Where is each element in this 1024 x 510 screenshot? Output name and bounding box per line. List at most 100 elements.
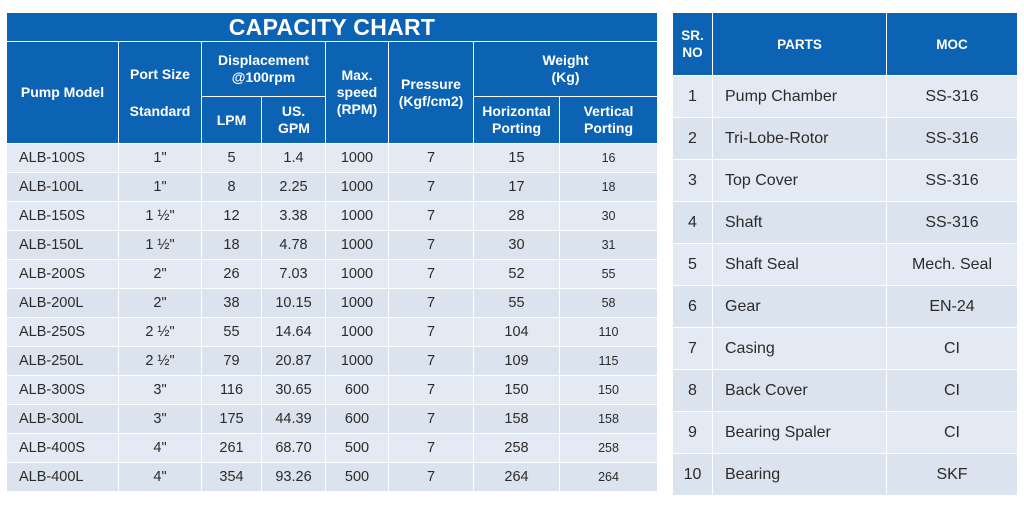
cell-sr-no: 10 xyxy=(672,453,713,496)
cell-moc: CI xyxy=(886,369,1018,412)
cell-port: 3" xyxy=(118,404,202,434)
table-row: 10 Bearing SKF xyxy=(672,453,1018,496)
cell-sr-no: 2 xyxy=(672,117,713,160)
header-horizontal-porting: Horizontal Porting xyxy=(473,96,560,144)
cell-model: ALB-100L xyxy=(6,172,119,202)
cell-port: 1 ½" xyxy=(118,201,202,231)
header-vertical-porting: Vertical Porting xyxy=(558,96,659,144)
table-row: 1 Pump Chamber SS-316 xyxy=(672,75,1018,118)
header-pump-model: Pump Model xyxy=(6,41,119,144)
cell-vertical: 31 xyxy=(558,230,659,260)
cell-pressure: 7 xyxy=(388,462,474,492)
cell-lpm: 116 xyxy=(201,375,262,405)
cell-gpm: 1.4 xyxy=(261,143,326,173)
cell-part: Pump Chamber xyxy=(712,75,887,118)
cell-speed: 1000 xyxy=(325,346,389,376)
cell-lpm: 38 xyxy=(201,288,262,318)
cell-vertical: 30 xyxy=(558,201,659,231)
cell-horizontal: 30 xyxy=(473,230,560,260)
cell-pressure: 7 xyxy=(388,288,474,318)
cell-lpm: 175 xyxy=(201,404,262,434)
header-us-gpm: US. GPM xyxy=(261,96,326,144)
cell-gpm: 10.15 xyxy=(261,288,326,318)
cell-sr-no: 1 xyxy=(672,75,713,118)
table-row: 7 Casing CI xyxy=(672,327,1018,370)
table-row: ALB-100L 1" 8 2.25 1000 7 17 18 xyxy=(6,172,659,202)
table-row: 4 Shaft SS-316 xyxy=(672,201,1018,244)
cell-port: 2" xyxy=(118,288,202,318)
cell-moc: SS-316 xyxy=(886,159,1018,202)
cell-horizontal: 55 xyxy=(473,288,560,318)
cell-model: ALB-300S xyxy=(6,375,119,405)
cell-model: ALB-100S xyxy=(6,143,119,173)
cell-port: 1" xyxy=(118,172,202,202)
cell-horizontal: 15 xyxy=(473,143,560,173)
cell-port: 2 ½" xyxy=(118,317,202,347)
cell-part: Bearing xyxy=(712,453,887,496)
cell-model: ALB-250S xyxy=(6,317,119,347)
header-max-speed: Max. speed (RPM) xyxy=(325,41,389,144)
cell-vertical: 18 xyxy=(558,172,659,202)
cell-port: 2 ½" xyxy=(118,346,202,376)
cell-sr-no: 9 xyxy=(672,411,713,454)
cell-speed: 500 xyxy=(325,433,389,463)
header-displacement: Displacement @100rpm xyxy=(201,41,326,97)
cell-model: ALB-150S xyxy=(6,201,119,231)
cell-port: 3" xyxy=(118,375,202,405)
header-port-size: Port Size Standard xyxy=(118,41,202,144)
cell-part: Casing xyxy=(712,327,887,370)
header-moc: MOC xyxy=(886,12,1018,76)
header-port-size-standard: Standard xyxy=(129,102,191,119)
cell-speed: 1000 xyxy=(325,259,389,289)
cell-speed: 1000 xyxy=(325,317,389,347)
cell-sr-no: 4 xyxy=(672,201,713,244)
cell-port: 1" xyxy=(118,143,202,173)
table-row: ALB-400S 4" 261 68.70 500 7 258 258 xyxy=(6,433,659,463)
cell-gpm: 4.78 xyxy=(261,230,326,260)
cell-gpm: 7.03 xyxy=(261,259,326,289)
cell-lpm: 5 xyxy=(201,143,262,173)
table-row: ALB-300S 3" 116 30.65 600 7 150 150 xyxy=(6,375,659,405)
cell-gpm: 20.87 xyxy=(261,346,326,376)
cell-horizontal: 109 xyxy=(473,346,560,376)
table-row: ALB-400L 4" 354 93.26 500 7 264 264 xyxy=(6,462,659,492)
cell-model: ALB-200S xyxy=(6,259,119,289)
cell-moc: EN-24 xyxy=(886,285,1018,328)
header-port-size-label: Port Size xyxy=(130,65,190,82)
cell-horizontal: 150 xyxy=(473,375,560,405)
cell-moc: SKF xyxy=(886,453,1018,496)
cell-horizontal: 52 xyxy=(473,259,560,289)
cell-pressure: 7 xyxy=(388,346,474,376)
cell-sr-no: 8 xyxy=(672,369,713,412)
cell-vertical: 16 xyxy=(558,143,659,173)
cell-vertical: 58 xyxy=(558,288,659,318)
cell-pressure: 7 xyxy=(388,433,474,463)
cell-gpm: 44.39 xyxy=(261,404,326,434)
cell-model: ALB-300L xyxy=(6,404,119,434)
cell-moc: CI xyxy=(886,327,1018,370)
table-row: ALB-150L 1 ½" 18 4.78 1000 7 30 31 xyxy=(6,230,659,260)
cell-model: ALB-150L xyxy=(6,230,119,260)
cell-speed: 1000 xyxy=(325,201,389,231)
table-row: ALB-200L 2" 38 10.15 1000 7 55 58 xyxy=(6,288,659,318)
parts-table: SR. NO PARTS MOC 1 Pump Chamber SS-316 2… xyxy=(672,12,1018,496)
table-row: 8 Back Cover CI xyxy=(672,369,1018,412)
cell-port: 2" xyxy=(118,259,202,289)
cell-speed: 600 xyxy=(325,375,389,405)
cell-pressure: 7 xyxy=(388,230,474,260)
header-lpm: LPM xyxy=(201,96,262,144)
cell-lpm: 261 xyxy=(201,433,262,463)
cell-vertical: 55 xyxy=(558,259,659,289)
cell-vertical: 264 xyxy=(558,462,659,492)
cell-moc: Mech. Seal xyxy=(886,243,1018,286)
cell-lpm: 8 xyxy=(201,172,262,202)
cell-speed: 1000 xyxy=(325,143,389,173)
cell-pressure: 7 xyxy=(388,317,474,347)
cell-sr-no: 5 xyxy=(672,243,713,286)
table-row: ALB-250L 2 ½" 79 20.87 1000 7 109 115 xyxy=(6,346,659,376)
cell-speed: 1000 xyxy=(325,230,389,260)
cell-model: ALB-200L xyxy=(6,288,119,318)
cell-part: Top Cover xyxy=(712,159,887,202)
table-row: ALB-100S 1" 5 1.4 1000 7 15 16 xyxy=(6,143,659,173)
header-pressure: Pressure (Kgf/cm2) xyxy=(388,41,474,144)
